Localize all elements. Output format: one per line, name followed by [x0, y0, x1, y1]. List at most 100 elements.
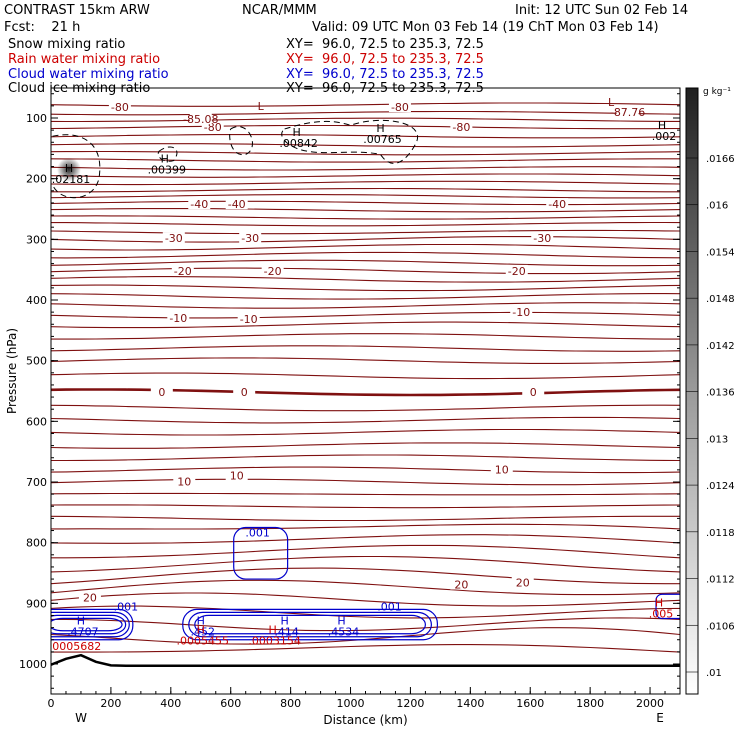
- isotherm-line: [51, 243, 680, 251]
- isotherm-line: [51, 466, 680, 474]
- contour-label-bg: [450, 121, 473, 133]
- extremum-marker: L: [258, 100, 265, 113]
- isotherm-line: [51, 293, 680, 300]
- extremum-value: .005: [649, 607, 674, 620]
- cloud-ice-contour: [281, 119, 419, 164]
- y-tick-label: 1000: [19, 658, 47, 671]
- isotherm-line: [51, 117, 680, 123]
- isotherm-line: [51, 617, 680, 632]
- isotherm-line: [51, 158, 680, 163]
- isotherm-line: [51, 534, 680, 544]
- isotherm-line: [51, 102, 680, 107]
- cloud-ice-contour: [52, 134, 101, 199]
- contour-value-label: .001: [377, 600, 402, 613]
- isotherm-label: -87.76: [610, 106, 645, 119]
- extremum-marker: H: [65, 162, 73, 175]
- colorbar-tick-label: .016: [706, 201, 728, 212]
- contour-label-bg: [233, 386, 256, 398]
- y-tick-label: 600: [26, 415, 47, 428]
- contour-label-bg: [239, 232, 262, 244]
- isotherm-line: [51, 194, 680, 199]
- isotherm-line: [51, 200, 680, 206]
- isotherm-label: 0: [530, 386, 537, 399]
- isotherm-label: -30: [533, 232, 551, 245]
- extremum-value: .00399: [148, 163, 187, 176]
- contour-label-bg: [531, 232, 554, 244]
- isotherm-label: 0: [158, 386, 165, 399]
- extremum-marker: H: [269, 624, 277, 637]
- contour-label-bg: [546, 198, 569, 210]
- isotherm-line: [51, 229, 680, 235]
- isotherm-line: [51, 236, 680, 243]
- cloud-water-contour: [194, 614, 426, 635]
- colorbar-tick-label: .0142: [706, 341, 735, 352]
- y-tick-label: 800: [26, 537, 47, 550]
- x-end-label-east: E: [656, 711, 664, 725]
- isotherm-label: 10: [177, 475, 191, 488]
- isotherm-label: -80: [111, 101, 129, 114]
- isotherm-line: [51, 592, 680, 607]
- isotherm-label: -20: [174, 265, 192, 278]
- isotherm-line: [51, 180, 680, 186]
- contour-label-bg: [510, 306, 533, 318]
- extremum-value: .02181: [52, 173, 91, 186]
- contour-label-bg: [388, 101, 411, 113]
- isotherm-line: [51, 276, 680, 283]
- isotherm-label: -30: [241, 232, 259, 245]
- extremum-marker: H: [77, 615, 85, 628]
- init-time: Init: 12 UTC Sun 02 Feb 14: [515, 3, 689, 18]
- contour-label-bg: [450, 578, 473, 590]
- isotherm-line: [51, 428, 680, 436]
- isotherm-label: -85.08: [183, 113, 218, 126]
- x-axis-label: Distance (km): [323, 713, 407, 727]
- x-tick-label: 600: [220, 697, 241, 710]
- isotherm-line: [51, 110, 680, 116]
- colorbar-tick-label: .0124: [706, 481, 735, 492]
- isotherm-line: [51, 143, 680, 148]
- x-end-label-west: W: [75, 711, 87, 725]
- isotherm-label: 20: [516, 577, 530, 590]
- isotherm-line: [51, 345, 680, 352]
- isotherm-line: [51, 150, 680, 156]
- isotherm-line: [51, 523, 680, 530]
- field-label-cloud-water: Cloud water mixing ratio: [8, 67, 169, 82]
- cloud-water-contour: [51, 614, 127, 635]
- isotherm-line: [51, 544, 680, 559]
- y-tick-label: 300: [26, 233, 47, 246]
- isotherm-line: [51, 605, 680, 619]
- isotherm-label: -40: [228, 198, 246, 211]
- isotherm-line: [51, 187, 680, 193]
- extremum-marker: H: [337, 615, 345, 628]
- isotherm-label: -20: [508, 265, 526, 278]
- contour-label-bg: [108, 101, 131, 113]
- extremum-value: .414: [274, 626, 299, 639]
- colorbar-tick-label: .0136: [706, 388, 735, 399]
- isotherm-line: [51, 259, 680, 267]
- contour-label-bg: [188, 198, 211, 210]
- contour-label-bg: [225, 198, 248, 210]
- isotherm-label: -20: [264, 265, 282, 278]
- isotherm-label: 20: [83, 591, 97, 604]
- isotherm-line: [51, 173, 680, 178]
- isotherm-label: -80: [391, 101, 409, 114]
- extremum-value: .0005455: [177, 635, 230, 648]
- isotherm-label: -40: [190, 198, 208, 211]
- isotherm-label: -30: [165, 232, 183, 245]
- extremum-value: .002: [652, 130, 677, 143]
- extremum-marker: L: [608, 96, 615, 109]
- isotherm-label: 10: [495, 463, 509, 476]
- contour-label-bg: [201, 121, 224, 133]
- contour-label-bg: [261, 264, 284, 276]
- extremum-marker: H: [658, 119, 666, 132]
- contour-label-bg: [490, 463, 513, 475]
- contour-label-bg: [616, 105, 639, 117]
- isotherm-label: -40: [548, 198, 566, 211]
- colorbar-tick-label: .0154: [706, 247, 735, 258]
- y-tick-label: 700: [26, 476, 47, 489]
- colorbar-tick-label: .01: [706, 668, 722, 679]
- x-tick-label: 800: [280, 697, 301, 710]
- extremum-value: .0003154: [248, 635, 301, 648]
- extremum-marker: H: [197, 624, 205, 637]
